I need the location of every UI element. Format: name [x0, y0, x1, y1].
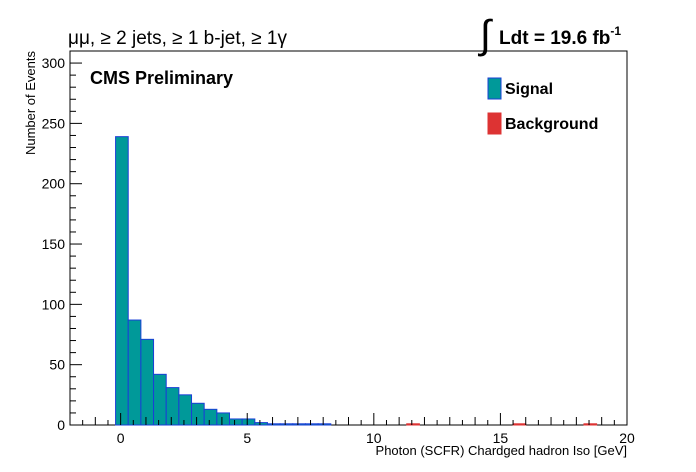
background-bar [583, 423, 598, 426]
signal-bar [216, 412, 231, 426]
x-tick-label: 20 [619, 430, 635, 446]
y-tick-label: 250 [42, 115, 66, 131]
svg-text:∫: ∫ [478, 13, 494, 57]
legend-swatch-signal [487, 77, 502, 100]
chart-title-left: μμ, ≥ 2 jets, ≥ 1 b-jet, ≥ 1γ [68, 28, 287, 49]
x-tick-label: 10 [366, 430, 382, 446]
y-tick-label: 300 [42, 55, 66, 71]
x-tick-label: 0 [117, 430, 125, 446]
cms-label: CMS Preliminary [90, 68, 233, 88]
x-tick-label: 15 [493, 430, 509, 446]
signal-bar [292, 423, 306, 426]
signal-bar [178, 394, 193, 426]
histogram-bars [115, 136, 598, 426]
background-bar [512, 423, 527, 426]
x-tick-label: 5 [243, 430, 251, 446]
legend: Signal Background [487, 77, 598, 135]
integral-symbol: ∫ [478, 13, 494, 57]
y-axis-label: Number of Events [23, 51, 38, 156]
chart-title-right: Ldt = 19.6 fb-1 [499, 24, 621, 49]
y-tick-label: 100 [42, 296, 66, 312]
signal-bar [140, 338, 155, 426]
signal-bar [127, 319, 142, 426]
y-tick-label: 0 [57, 417, 65, 433]
legend-label-signal: Signal [505, 81, 553, 98]
title-superscript: -1 [610, 24, 621, 38]
y-axis-ticks: 0 50 100 150 200 250 300 [42, 50, 82, 433]
signal-bar [203, 408, 218, 426]
x-axis-label: Photon (SCFR) Chardged hadron Iso [GeV] [376, 443, 627, 458]
signal-bar [165, 387, 180, 426]
signal-bar [317, 423, 332, 426]
signal-bar [279, 423, 294, 426]
y-tick-label: 150 [42, 236, 66, 252]
signal-bar [254, 422, 268, 426]
signal-bar [304, 423, 319, 426]
background-bar [406, 423, 420, 426]
y-tick-label: 50 [49, 357, 65, 373]
signal-bar [266, 423, 281, 426]
legend-swatch-background [487, 112, 502, 135]
signal-bar [115, 136, 129, 426]
legend-label-background: Background [505, 116, 598, 133]
signal-bar [241, 418, 256, 426]
y-tick-label: 200 [42, 176, 66, 192]
x-axis-ticks: 0 5 10 15 20 [69, 413, 635, 446]
signal-bar [191, 402, 205, 426]
signal-bar [153, 373, 167, 426]
signal-bar [229, 418, 243, 426]
